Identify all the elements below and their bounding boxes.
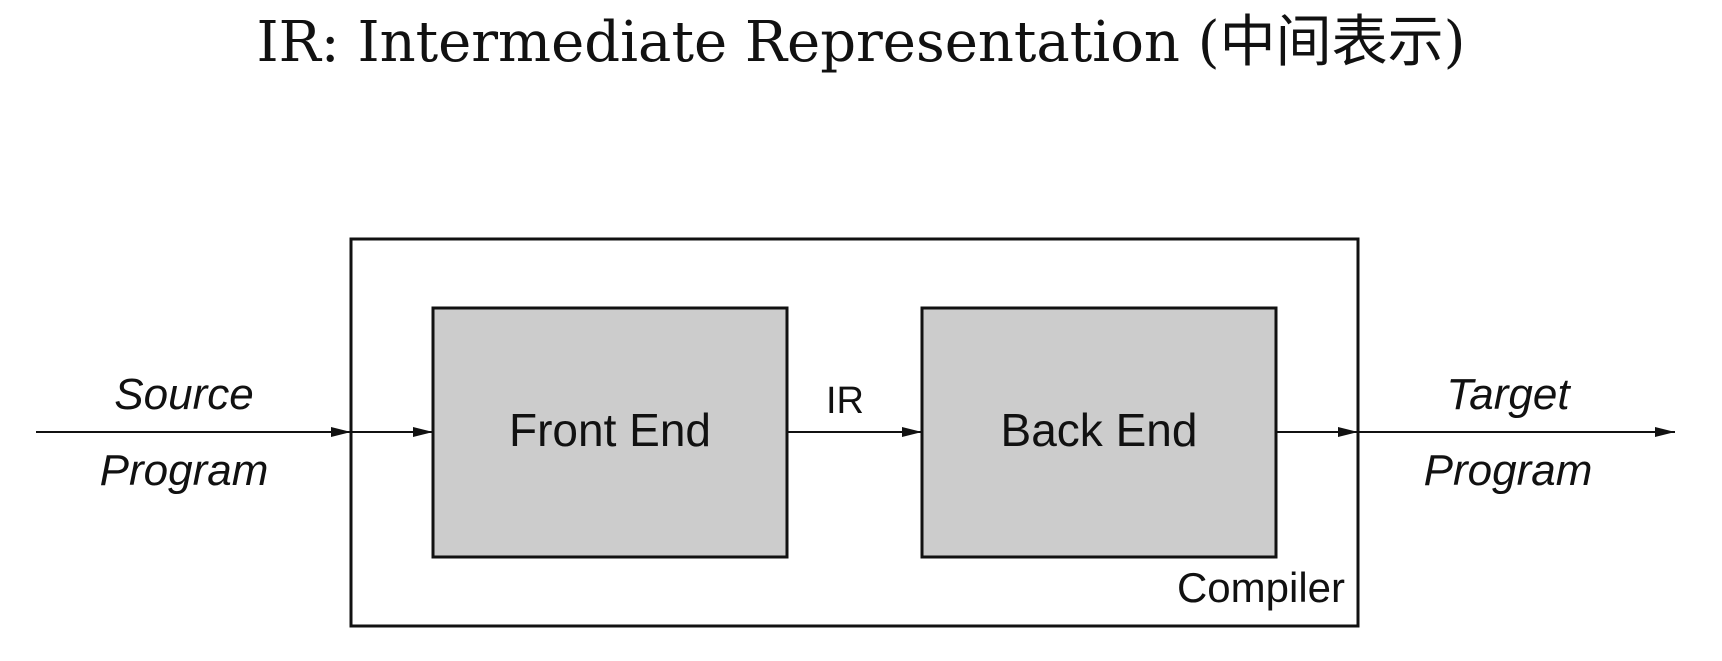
ir-label: IR	[826, 380, 864, 422]
target-label-line2: Program	[1424, 446, 1593, 495]
target-label-line1: Target	[1446, 370, 1571, 419]
back-end-box	[920, 306, 1278, 559]
front-end-box	[431, 306, 789, 559]
front-end-label: Front End	[509, 404, 711, 456]
page-title: IR: Intermediate Representation (中间表示)	[256, 10, 1466, 75]
source-label-line2: Program	[100, 446, 269, 495]
source-label-line1: Source	[114, 370, 253, 419]
back-end-label: Back End	[1001, 404, 1198, 456]
compiler-label: Compiler	[1177, 564, 1345, 611]
